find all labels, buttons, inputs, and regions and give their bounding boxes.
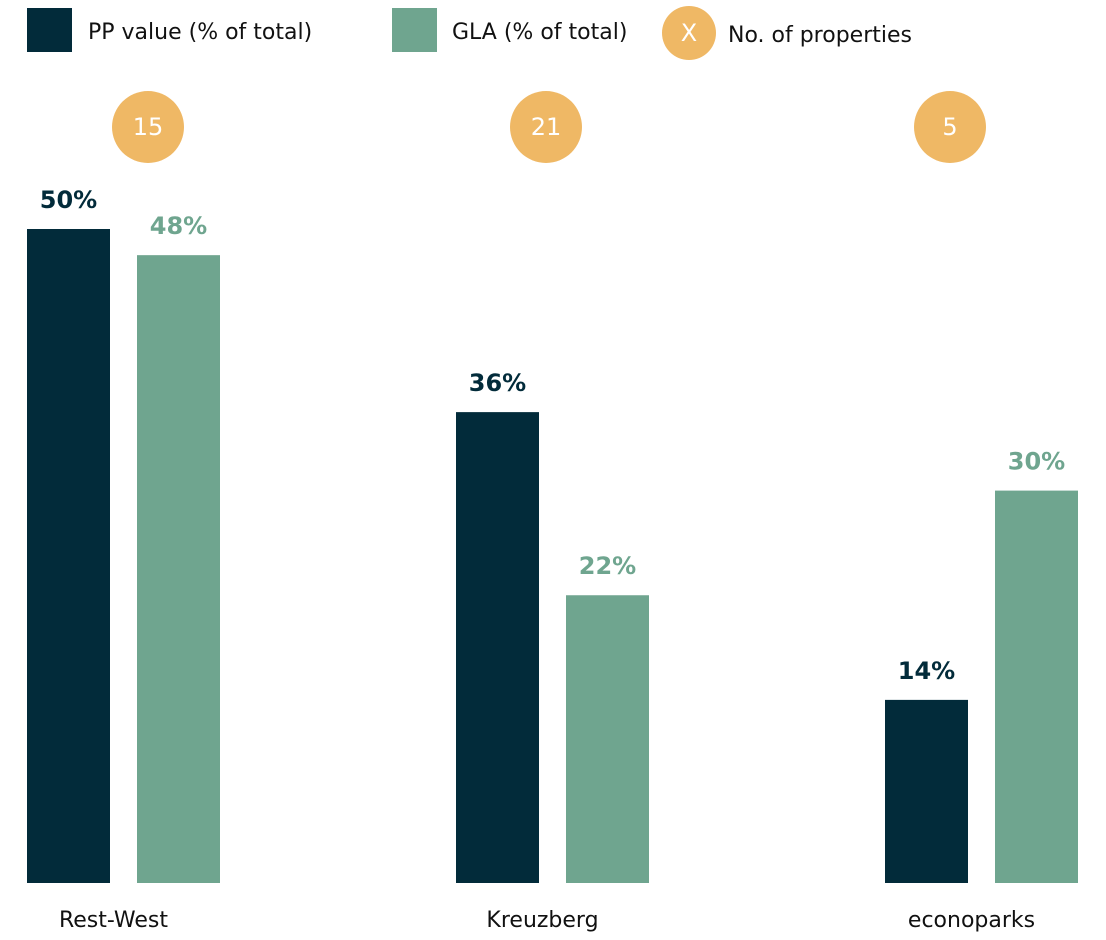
bar (566, 595, 649, 883)
data-label: 50% (40, 186, 97, 214)
count-label: 15 (133, 113, 164, 141)
count-label: 5 (942, 113, 957, 141)
data-label: 30% (1008, 448, 1065, 476)
bar (456, 412, 539, 883)
bar (995, 490, 1078, 883)
bar (27, 229, 110, 883)
legend-swatch (27, 8, 72, 52)
data-label: 14% (898, 657, 955, 685)
legend-badge-symbol: X (681, 19, 697, 47)
data-label: 36% (469, 369, 526, 397)
data-label: 22% (579, 552, 636, 580)
x-tick-label: Kreuzberg (486, 908, 598, 933)
count-badge (112, 91, 184, 163)
legend-label: GLA (% of total) (452, 20, 627, 45)
x-tick-label: econoparks (908, 908, 1035, 933)
legend: PP value (% of total) GLA (% of total) X… (27, 6, 912, 60)
legend-label: No. of properties (728, 23, 912, 48)
bar (885, 699, 968, 883)
legend-swatch (392, 8, 437, 52)
data-label: 48% (150, 212, 207, 240)
count-badge (914, 91, 986, 163)
bar (137, 255, 220, 883)
x-tick-label: Rest-West (59, 908, 168, 933)
count-label: 21 (531, 113, 562, 141)
legend-label: PP value (% of total) (88, 20, 312, 45)
count-badge (510, 91, 582, 163)
legend-badge (662, 6, 716, 60)
